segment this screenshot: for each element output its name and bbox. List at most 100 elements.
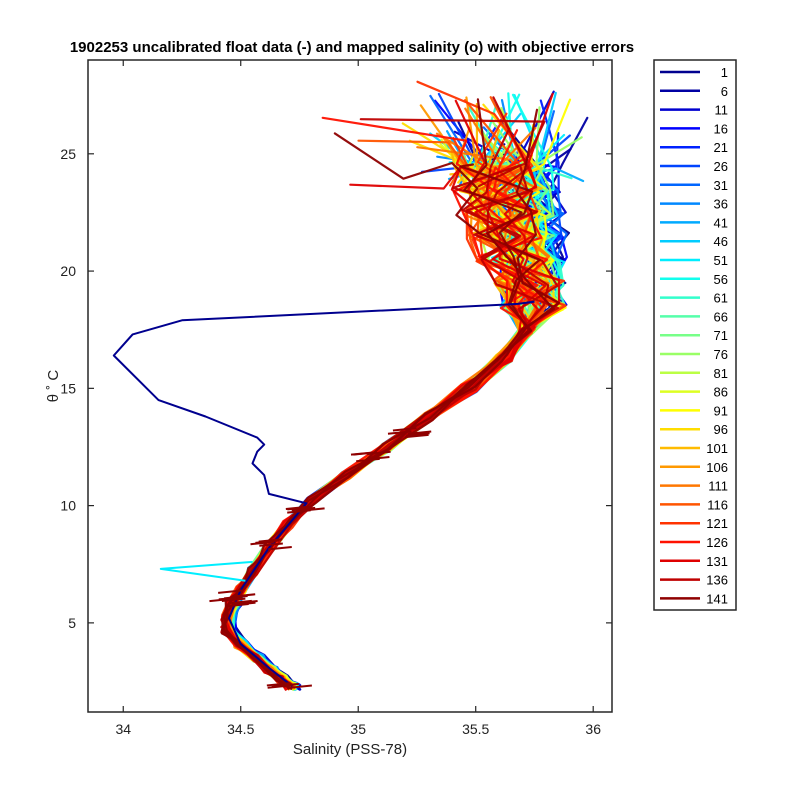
profile-line (220, 98, 530, 690)
series-layer (112, 80, 589, 691)
legend-label: 106 (706, 460, 728, 475)
legend-label: 56 (714, 272, 728, 287)
error-bar (275, 682, 299, 688)
y-tick-label: 15 (60, 380, 76, 396)
legend-entry: 116 (660, 497, 728, 512)
y-tick-label: 5 (68, 615, 76, 631)
legend-label: 131 (706, 554, 728, 569)
legend-label: 71 (714, 328, 728, 343)
error-bar (218, 589, 242, 594)
error-bar (392, 427, 417, 432)
legend-label: 126 (706, 535, 728, 550)
legend-label: 101 (706, 441, 728, 456)
legend-entry: 46 (660, 234, 728, 249)
legend-entry: 16 (660, 121, 728, 136)
legend-entry: 106 (660, 460, 728, 475)
legend-label: 41 (714, 215, 728, 230)
legend-label: 76 (714, 347, 728, 362)
legend-entry: 51 (660, 253, 728, 268)
error-bar (259, 542, 283, 547)
legend-label: 111 (708, 479, 728, 494)
error-bar (405, 433, 429, 439)
y-tick-label: 10 (60, 498, 76, 514)
legend-label: 86 (714, 385, 728, 400)
y-tick-label: 20 (60, 263, 76, 279)
error-bar (407, 430, 432, 435)
error-bar (268, 546, 292, 551)
series-141 (220, 98, 560, 690)
error-bar (406, 432, 430, 437)
legend-label: 21 (714, 140, 728, 155)
error-bar (287, 506, 311, 511)
mapped-salinity-markers (209, 427, 432, 689)
legend-label: 26 (714, 159, 728, 174)
x-axis-label: Salinity (PSS-78) (293, 741, 407, 758)
error-bar (221, 597, 246, 602)
legend-label: 36 (714, 197, 728, 212)
error-bar (250, 540, 275, 546)
legend-label: 91 (714, 403, 728, 418)
legend-entry: 56 (660, 272, 728, 287)
error-bar (231, 593, 256, 598)
legend-label: 11 (715, 103, 729, 118)
legend-entry: 141 (660, 591, 728, 606)
plot-frame (87, 59, 613, 713)
legend-entry: 81 (660, 366, 728, 381)
error-bar (218, 596, 243, 601)
error-bar (350, 451, 375, 456)
legend-entry: 6 (660, 84, 728, 99)
legend-label: 16 (714, 121, 728, 136)
legend-label: 116 (707, 497, 728, 512)
error-bar (300, 507, 325, 512)
legend-label: 136 (706, 573, 728, 588)
legend-entry: 111 (660, 479, 728, 494)
legend-entry: 126 (660, 535, 728, 550)
y-axis-label: θ ˚ C (45, 370, 62, 403)
legend: 1611162126313641465156616671768186919610… (653, 59, 737, 611)
series-1-anomaly-line (112, 300, 535, 687)
error-bar (266, 682, 291, 687)
error-bar (387, 430, 412, 435)
legend-entry: 61 (660, 291, 728, 306)
error-bar (288, 684, 312, 689)
x-tick-label: 34.5 (227, 721, 254, 737)
error-bar (356, 457, 380, 463)
legend-entry: 11 (660, 103, 728, 118)
error-bar (233, 600, 258, 605)
chart-title: 1902253 uncalibrated float data (-) and … (70, 39, 634, 56)
legend-label: 61 (714, 291, 728, 306)
legend-entry: 131 (660, 554, 728, 569)
x-tick-label: 36 (585, 721, 601, 737)
legend-entry: 76 (660, 347, 728, 362)
tick-layer: 34 34.5 35 35.5 36 5 10 15 20 25 (60, 60, 612, 737)
legend-label: 96 (714, 422, 728, 437)
legend-entry: 26 (660, 159, 728, 174)
legend-entries: 1611162126313641465156616671768186919610… (660, 65, 728, 606)
error-bar (225, 603, 249, 608)
legend-label: 31 (714, 178, 728, 193)
legend-entry: 41 (660, 215, 728, 230)
profile-line (221, 163, 555, 688)
legend-entry: 31 (660, 178, 728, 193)
legend-label: 6 (721, 84, 728, 99)
legend-entry: 36 (660, 197, 728, 212)
legend-entry: 121 (660, 516, 728, 531)
series-51-anomaly-line (159, 560, 253, 582)
y-tick-label: 25 (60, 146, 76, 162)
legend-label: 81 (714, 366, 728, 381)
legend-label: 51 (714, 253, 728, 268)
legend-entry: 136 (660, 573, 728, 588)
legend-label: 46 (714, 234, 728, 249)
legend-entry: 66 (660, 309, 728, 324)
legend-entry: 96 (660, 422, 728, 437)
legend-label: 66 (714, 309, 728, 324)
legend-label: 1 (721, 65, 728, 80)
legend-entry: 1 (660, 65, 728, 80)
plot-background (88, 60, 612, 712)
legend-label: 141 (706, 591, 728, 606)
legend-entry: 91 (660, 403, 728, 418)
x-tick-label: 35 (350, 721, 366, 737)
x-tick-label: 34 (115, 721, 131, 737)
legend-entry: 21 (660, 140, 728, 155)
